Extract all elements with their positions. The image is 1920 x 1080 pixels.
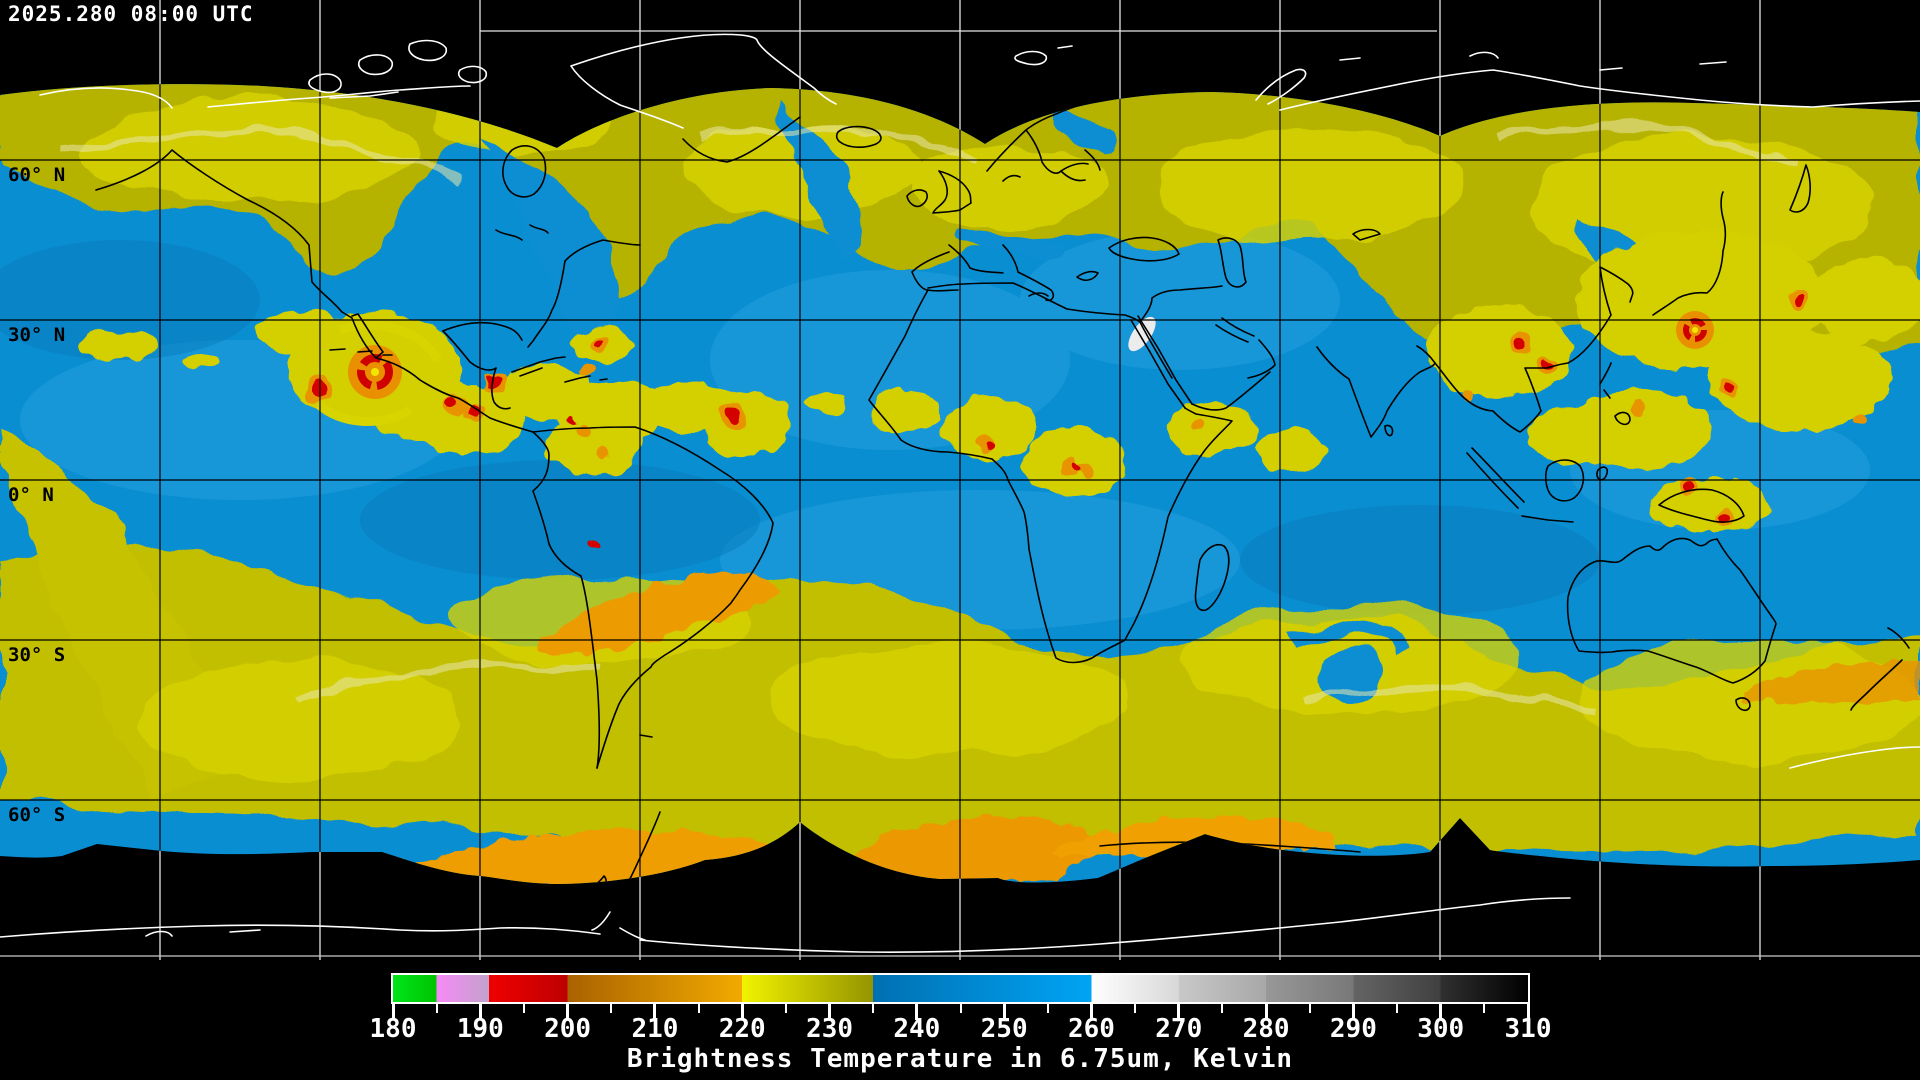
colorbar-tick-major [1002, 1004, 1006, 1020]
satellite-composite-image [0, 0, 1920, 960]
colorbar-tick-label: 180 [369, 1014, 417, 1044]
colorbar-tick-major [391, 1004, 395, 1020]
colorbar-tick-label: 300 [1417, 1014, 1465, 1044]
colorbar-tick-minor [1134, 1004, 1137, 1013]
colorbar-tick-minor [1483, 1004, 1486, 1013]
colorbar-tick-minor [959, 1004, 962, 1013]
colorbar-tick-major [1089, 1004, 1093, 1020]
colorbar-tick-major [915, 1004, 919, 1020]
colorbar-tick-label: 200 [544, 1014, 592, 1044]
colorbar-tick-label: 190 [456, 1014, 504, 1044]
coastlines-black [95, 100, 1910, 884]
colorbar-tick-minor [435, 1004, 438, 1013]
typhoon-west-pacific [1676, 311, 1714, 349]
colorbar-tick-minor [1396, 1004, 1399, 1013]
colorbar-panel: 180 190 200 210 220 230 240 250 260 270 280 290 300 3… [0, 960, 1920, 1080]
colorbar-title: Brightness Temperature in 6.75um, Kelvin [626, 1044, 1294, 1074]
colorbar-tick-label: 270 [1155, 1014, 1203, 1044]
colorbar-tick-minor [697, 1004, 700, 1013]
colorbar-tick-minor [1221, 1004, 1224, 1013]
colorbar-tick-major [653, 1004, 657, 1020]
colorbar-tick-label: 220 [718, 1014, 766, 1044]
colorbar-tick-major [1177, 1004, 1181, 1020]
timestamp: 2025.280 08:00 UTC [8, 2, 254, 26]
latitude-label-0n: 0° N [8, 484, 54, 506]
colorbar-tick-minor [784, 1004, 787, 1013]
colorbar-tick-label: 290 [1329, 1014, 1377, 1044]
colorbar-tick-major [1526, 1004, 1530, 1020]
colorbar-tick-minor [1046, 1004, 1049, 1013]
colorbar-tick-label: 210 [631, 1014, 679, 1044]
colorbar-tick-label: 230 [806, 1014, 854, 1044]
warm-gray-patch [1128, 316, 1156, 352]
coastlines-white [0, 33, 1920, 953]
hurricane-east-pacific [314, 320, 442, 426]
colorbar-tick-major [1439, 1004, 1443, 1020]
latitude-label-30s: 30° S [8, 644, 66, 666]
colorbar-tick-label: 240 [893, 1014, 941, 1044]
latitude-label-30n: 30° N [8, 324, 66, 346]
colorbar-tick-minor [610, 1004, 613, 1013]
latitude-label-60n: 60° N [8, 164, 66, 186]
colorbar-tick-minor [522, 1004, 525, 1013]
latitude-label-60s: 60° S [8, 804, 66, 826]
colorbar-gradient [391, 973, 1530, 1004]
colorbar-tick-major [740, 1004, 744, 1020]
colorbar-tick-label: 310 [1504, 1014, 1552, 1044]
colorbar-tick-label: 280 [1242, 1014, 1290, 1044]
colorbar-tick-label: 250 [980, 1014, 1028, 1044]
colorbar-tick-minor [1308, 1004, 1311, 1013]
colorbar-tick-major [478, 1004, 482, 1020]
colorbar-tick-major [566, 1004, 570, 1020]
colorbar-tick-minor [872, 1004, 875, 1013]
map-panel: 2025.280 08:00 UTC 60° N 30° N 0° N 30° … [0, 0, 1920, 960]
colorbar-tick-major [1264, 1004, 1268, 1020]
colorbar-tick-label: 260 [1067, 1014, 1115, 1044]
colorbar-tick-major [1351, 1004, 1355, 1020]
colorbar-tick-major [828, 1004, 832, 1020]
